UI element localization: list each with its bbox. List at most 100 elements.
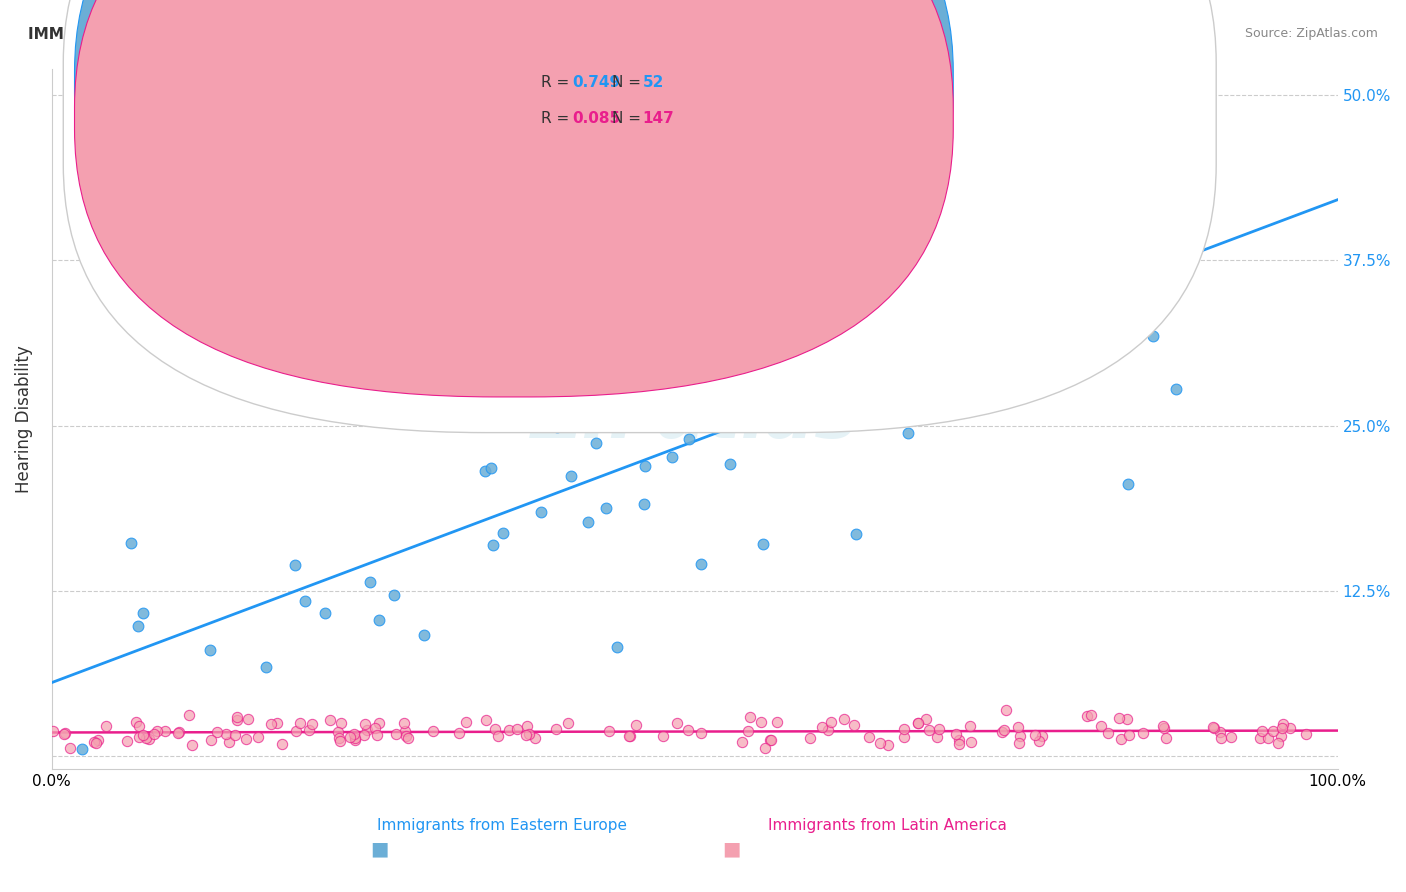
Point: [842, 717, 865, 731]
Point: [1097, 725, 1119, 739]
Point: [132, 728, 155, 742]
Point: [765, 714, 787, 729]
Point: [266, 715, 288, 730]
Point: [167, 725, 190, 739]
Point: [356, 723, 378, 737]
Point: [454, 714, 477, 729]
Point: [1109, 732, 1132, 747]
Point: [382, 588, 405, 602]
Text: ■: ■: [721, 839, 741, 859]
Point: [759, 733, 782, 747]
Point: [1010, 729, 1032, 743]
Point: [235, 731, 257, 746]
Point: [260, 717, 283, 731]
Point: [384, 727, 406, 741]
Point: [392, 715, 415, 730]
Point: [515, 728, 537, 742]
Point: [167, 726, 190, 740]
Point: [918, 376, 941, 391]
Point: [301, 717, 323, 731]
Point: [893, 723, 915, 737]
Point: [1270, 729, 1292, 743]
Point: [366, 728, 388, 742]
Point: [1116, 712, 1139, 726]
Point: [200, 643, 222, 657]
Point: [907, 715, 929, 730]
Text: Immigrants from Eastern Europe: Immigrants from Eastern Europe: [377, 818, 627, 833]
Point: [991, 724, 1014, 739]
Text: N =: N =: [612, 112, 645, 126]
Point: [128, 719, 150, 733]
Point: [718, 458, 741, 472]
Point: [42, 723, 65, 738]
Point: [181, 738, 204, 752]
Point: [284, 558, 307, 573]
Y-axis label: Hearing Disability: Hearing Disability: [15, 345, 32, 492]
Text: 0.085: 0.085: [572, 112, 620, 126]
Point: [86, 733, 108, 747]
Point: [328, 724, 350, 739]
Point: [948, 737, 970, 751]
Point: [474, 713, 496, 727]
Point: [995, 703, 1018, 717]
Point: [474, 464, 496, 478]
Point: [869, 736, 891, 750]
Point: [1257, 731, 1279, 745]
Text: Source: ZipAtlas.com: Source: ZipAtlas.com: [1244, 27, 1378, 40]
Point: [294, 594, 316, 608]
Point: [128, 730, 150, 744]
Point: [832, 712, 855, 726]
Point: [319, 714, 342, 728]
Point: [799, 731, 821, 746]
Point: [1267, 736, 1289, 750]
Text: Immigrants from Latin America: Immigrants from Latin America: [768, 818, 1007, 833]
Point: [619, 729, 641, 743]
Point: [661, 450, 683, 464]
Point: [546, 419, 568, 434]
Point: [1152, 719, 1174, 733]
Point: [689, 726, 711, 740]
Point: [127, 619, 149, 633]
Point: [84, 736, 107, 750]
Point: [83, 735, 105, 749]
Point: [759, 733, 782, 747]
Point: [928, 236, 950, 251]
Point: [298, 723, 321, 737]
Point: [339, 731, 361, 745]
Text: 0.749: 0.749: [572, 76, 620, 90]
Point: [818, 266, 841, 280]
Point: [1080, 708, 1102, 723]
Point: [353, 727, 375, 741]
Point: [1024, 728, 1046, 742]
Point: [359, 574, 381, 589]
Point: [486, 730, 509, 744]
Point: [492, 525, 515, 540]
Point: [117, 734, 139, 748]
Point: [482, 538, 505, 552]
Point: [606, 640, 628, 654]
Text: IMMIGRANTS FROM EASTERN EUROPE VS IMMIGRANTS FROM LATIN AMERICA HEARING DISABILI: IMMIGRANTS FROM EASTERN EUROPE VS IMMIGR…: [28, 27, 1062, 42]
Point: [135, 731, 157, 745]
Point: [876, 738, 898, 752]
Point: [820, 715, 842, 730]
Point: [53, 726, 76, 740]
Point: [1271, 721, 1294, 735]
Point: [1116, 476, 1139, 491]
Point: [1153, 721, 1175, 735]
Text: N =: N =: [612, 76, 645, 90]
Point: [633, 497, 655, 511]
Point: [893, 731, 915, 745]
Point: [891, 318, 914, 333]
Point: [634, 459, 657, 474]
Point: [1032, 251, 1054, 265]
Text: 52: 52: [643, 76, 664, 90]
Point: [737, 723, 759, 738]
Point: [143, 727, 166, 741]
Point: [516, 719, 538, 733]
Point: [59, 741, 82, 756]
Point: [498, 723, 520, 738]
Point: [530, 505, 553, 519]
Point: [927, 730, 949, 744]
Point: [205, 725, 228, 739]
Point: [676, 723, 699, 738]
